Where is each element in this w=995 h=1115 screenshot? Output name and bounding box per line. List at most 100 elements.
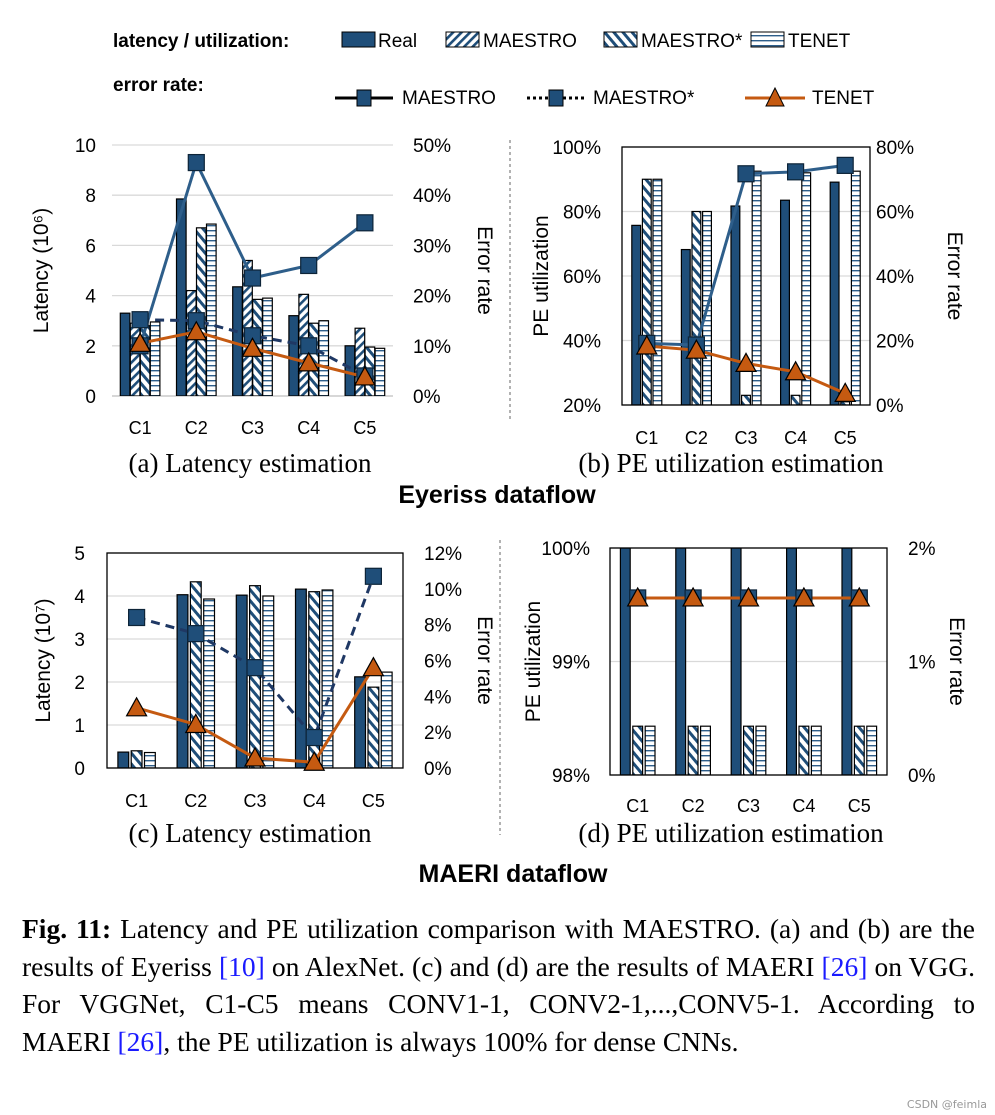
marker-triangle-C5 <box>362 656 385 677</box>
subfigure-caption: (c) Latency estimation <box>129 818 372 848</box>
category-label: C4 <box>297 418 320 438</box>
bar-maestro-C2 <box>185 289 197 396</box>
bar-tenet-C2 <box>205 223 217 396</box>
marker-triangle-C1 <box>125 696 148 717</box>
citation-link[interactable]: [26] <box>117 1025 164 1057</box>
category-label: C1 <box>635 428 658 448</box>
bar-maestro-star-C3 <box>249 585 262 768</box>
watermark: CSDN @feimla <box>906 1098 987 1111</box>
bar-tenet-C1 <box>143 751 156 768</box>
legend: latency / utilization: Real MAESTRO MAES… <box>113 31 875 109</box>
legend-label-tenet: TENET <box>788 31 851 52</box>
category-label: C5 <box>353 418 376 438</box>
bar-real-C2 <box>680 248 691 405</box>
bar-maestro-star-C4 <box>798 725 810 775</box>
bar-tenet-C5 <box>866 725 878 775</box>
ytick-label: 6 <box>85 236 96 257</box>
chart-b: 20% 40% 60% 80% 100% 0% 20% 40% 60% 80% C1 C2 C3 C4 C5… <box>530 138 966 478</box>
category-label: C2 <box>685 428 708 448</box>
y-axis-label: PE utilization <box>530 215 553 336</box>
marker-triangle-C3 <box>243 746 267 767</box>
marker-triangle-C2 <box>685 338 708 359</box>
y2tick-label: 2% <box>908 539 936 560</box>
bar-real-C4 <box>779 199 790 405</box>
y2tick-label: 2% <box>424 723 452 744</box>
citation-link[interactable]: [10] <box>218 950 265 982</box>
line-maestro <box>646 163 846 347</box>
marker-triangle-C5 <box>848 586 871 607</box>
category-label: C4 <box>303 791 326 811</box>
bar-tenet-C2 <box>699 725 711 775</box>
bar-tenet-C4 <box>318 320 330 396</box>
marker-square-C4 <box>300 337 318 355</box>
y2-axis-label: Error rate <box>943 232 966 321</box>
marker-triangle-C5 <box>353 365 376 386</box>
bar-real-C5 <box>829 181 840 405</box>
marker-square-C5 <box>356 214 374 232</box>
category-label: C1 <box>626 796 649 816</box>
bars <box>619 548 878 775</box>
category-label: C5 <box>848 796 871 816</box>
subfigure-caption: (a) Latency estimation <box>129 448 372 478</box>
line-maestro-star <box>140 318 366 378</box>
category-label: C1 <box>125 791 148 811</box>
marker-square-C2 <box>187 625 205 643</box>
bar-tenet-C5 <box>380 671 393 768</box>
caption-text: , the PE utilization is always 100% for … <box>163 1025 739 1057</box>
figure: latency / utilization: Real MAESTRO MAES… <box>30 31 968 888</box>
bar-maestro-star-C5 <box>853 725 865 775</box>
subfigure-caption: (d) PE utilization estimation <box>578 818 884 848</box>
y2tick-label: 10% <box>424 580 462 601</box>
bar-real-C2 <box>176 594 189 768</box>
category-label: C3 <box>243 791 266 811</box>
y2-axis-label: Error rate <box>945 617 968 706</box>
marker-triangle-C1 <box>635 334 658 355</box>
y2-axis-label: Error rate <box>473 226 496 315</box>
marker-square-C4 <box>305 728 323 747</box>
legend-label-maestro-star: MAESTRO* <box>641 31 743 52</box>
y2tick-label: 20% <box>413 287 451 308</box>
ytick-label: 2 <box>74 673 85 694</box>
y-axis-label: Latency (10⁶) <box>30 208 53 333</box>
ytick-label: 20% <box>563 396 601 417</box>
bar-real-C2 <box>675 548 687 775</box>
marker-triangle-C3 <box>737 586 760 607</box>
bar-maestro-star-C1 <box>130 750 143 768</box>
bar-real-C1 <box>117 751 130 768</box>
ytick-label: 4 <box>74 587 85 608</box>
y2tick-label: 8% <box>424 616 452 637</box>
category-label: C3 <box>241 418 264 438</box>
bar-real-C1 <box>619 548 631 775</box>
caption-text: on VGG. For VGGNet, C1-C5 means CONV1-1,… <box>22 950 975 1057</box>
legend-swatch-real <box>341 31 376 48</box>
marker-square-C5 <box>836 156 854 174</box>
category-label: C2 <box>185 418 208 438</box>
y-axis-label: Latency (10⁷) <box>32 598 55 722</box>
bar-tenet-C1 <box>644 725 656 775</box>
category-label: C5 <box>362 791 385 811</box>
marker-square-C4 <box>300 256 318 275</box>
ytick-label: 100% <box>552 138 601 159</box>
bar-real-C3 <box>730 205 741 405</box>
y2tick-label: 1% <box>908 653 936 674</box>
bar-tenet-C5 <box>850 170 861 405</box>
bar-real-C3 <box>235 594 248 768</box>
bar-maestro-star-C1 <box>641 178 652 405</box>
y-axis-label: PE utilization <box>522 601 545 722</box>
marker-square-C4 <box>786 163 805 181</box>
legend-line-label-tenet: TENET <box>812 88 875 109</box>
y2tick-label: 50% <box>413 136 451 157</box>
bar-tenet-C3 <box>755 725 767 775</box>
y2tick-label: 12% <box>424 544 462 565</box>
legend-swatch-maestro-star <box>603 31 638 48</box>
group-title-eyeriss: Eyeriss dataflow <box>398 481 596 509</box>
category-label: C3 <box>734 428 757 448</box>
category-label: C1 <box>129 418 152 438</box>
bar-tenet-C5 <box>374 347 386 396</box>
legend-lines-heading: error rate: <box>113 75 204 96</box>
citation-link[interactable]: [26] <box>821 950 868 982</box>
caption-text: Latency and PE utilization comparison wi… <box>22 913 975 982</box>
chart-a: 0 2 4 6 8 10 0% 10% 20% 30% 40% 50% C1 C2 C3 C4 C5 Latenc… <box>30 136 496 478</box>
bar-tenet-C4 <box>801 172 812 405</box>
